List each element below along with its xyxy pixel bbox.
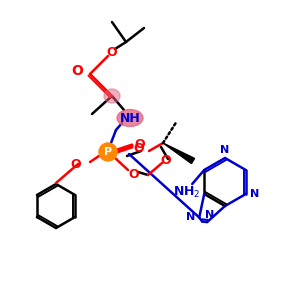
Text: O: O	[107, 46, 117, 59]
Text: N: N	[250, 189, 259, 199]
Text: O: O	[161, 154, 171, 166]
Ellipse shape	[104, 89, 120, 103]
Text: N: N	[220, 145, 230, 155]
Text: O: O	[129, 167, 139, 181]
Text: O: O	[71, 64, 83, 78]
Text: NH$_2$: NH$_2$	[172, 184, 200, 200]
Text: P: P	[104, 147, 112, 157]
Text: N: N	[205, 210, 214, 220]
Text: O: O	[134, 142, 144, 155]
Polygon shape	[163, 143, 194, 164]
Text: NH: NH	[120, 112, 140, 124]
Ellipse shape	[117, 110, 143, 127]
Text: O: O	[70, 158, 81, 170]
Text: O: O	[135, 137, 145, 151]
Text: N: N	[186, 212, 195, 223]
Circle shape	[99, 143, 117, 161]
